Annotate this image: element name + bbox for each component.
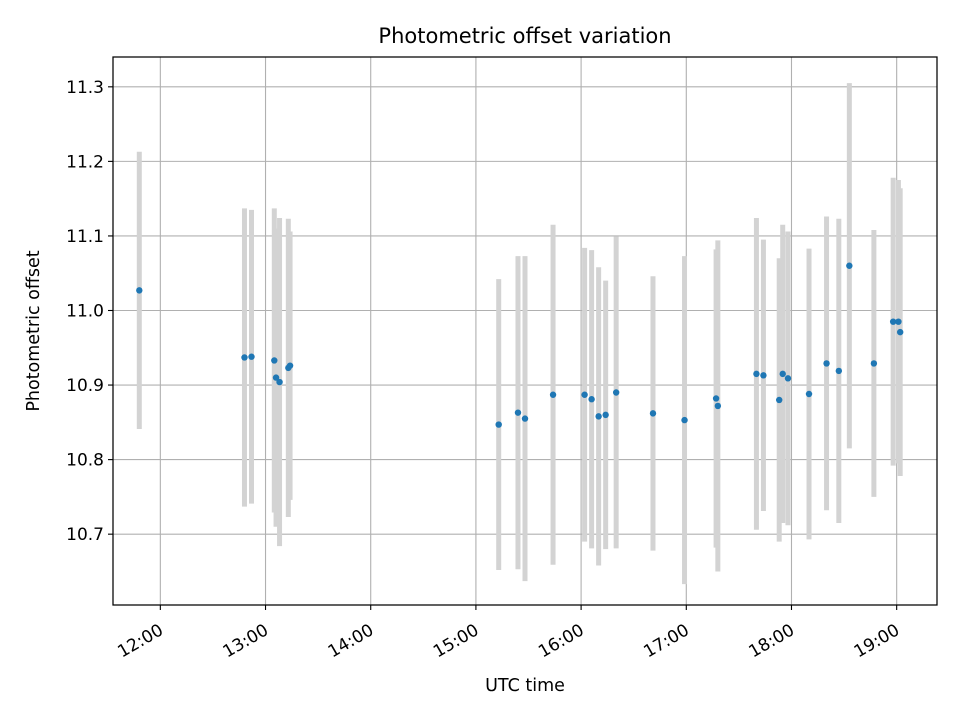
data-point — [136, 287, 143, 294]
y-tick-label: 11.0 — [66, 301, 104, 321]
y-axis-ticks: 10.7 10.8 10.9 11.0 11.1 11.2 11.3 — [66, 78, 113, 545]
data-point — [681, 416, 688, 424]
x-axis-label: UTC time — [485, 676, 565, 696]
data-point — [870, 360, 878, 367]
data-point — [846, 262, 853, 269]
y-tick-label: 10.9 — [66, 376, 104, 396]
data-point — [889, 318, 897, 325]
y-tick-label: 11.2 — [66, 152, 104, 172]
y-axis-label: Photometric offset — [24, 250, 44, 411]
chart-title: Photometric offset variation — [378, 24, 671, 48]
y-tick-label: 11.1 — [66, 227, 104, 247]
data-point — [823, 360, 830, 367]
data-point — [514, 409, 522, 416]
data-point — [495, 421, 502, 428]
data-point — [271, 357, 278, 364]
data-point — [895, 318, 902, 325]
data-point — [714, 402, 722, 410]
y-tick-label: 11.3 — [66, 78, 104, 98]
data-point — [649, 410, 657, 417]
data-point — [753, 370, 760, 378]
data-point — [248, 353, 255, 360]
data-point — [581, 391, 588, 398]
data-point — [784, 375, 792, 382]
plot-frame — [112, 56, 938, 606]
data-point — [896, 328, 904, 336]
data-point — [779, 370, 786, 378]
data-point — [612, 389, 620, 396]
data-points — [136, 262, 904, 428]
data-point — [602, 411, 609, 419]
data-point — [241, 354, 248, 361]
data-point — [272, 374, 280, 381]
data-point — [805, 390, 813, 398]
data-point — [276, 378, 283, 386]
data-point — [712, 395, 720, 402]
y-tick-label: 10.7 — [66, 525, 104, 545]
data-point — [595, 413, 602, 420]
data-point — [549, 391, 557, 398]
y-tick-label: 10.8 — [66, 451, 104, 471]
data-point — [588, 396, 595, 403]
data-point — [760, 372, 767, 379]
data-point — [835, 367, 843, 375]
data-point — [776, 396, 783, 404]
data-point — [521, 415, 529, 422]
data-point — [286, 362, 294, 369]
